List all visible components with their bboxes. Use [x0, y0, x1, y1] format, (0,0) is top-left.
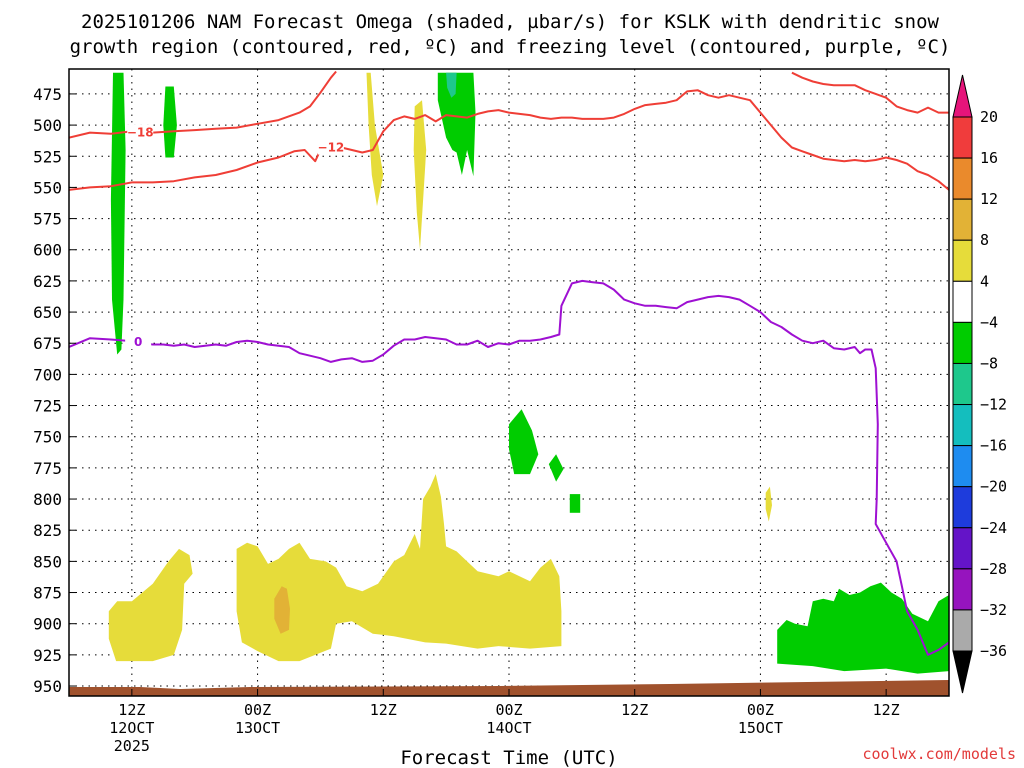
- colorbar-swatch: [952, 609, 973, 652]
- y-tick-label: 775: [33, 459, 62, 478]
- colorbar: 20 16 12 8 4 −4 −8 −12 −16 −20 −24 −28 −32 −36: [952, 74, 1007, 694]
- colorbar-swatch: [952, 486, 973, 529]
- y-tick-label: 850: [33, 552, 62, 571]
- y-tick-label: 725: [33, 397, 62, 416]
- contour-label: −18: [127, 126, 154, 140]
- colorbar-swatch: [952, 321, 973, 364]
- contour-label: −12: [318, 141, 345, 155]
- contour-label: 0: [134, 335, 142, 349]
- colorbar-swatch: [952, 280, 973, 323]
- y-tick-label: 950: [33, 677, 62, 696]
- isotherm-line: [69, 89, 949, 191]
- x-tick-label: 00Z: [244, 701, 271, 719]
- colorbar-label: 16: [980, 149, 998, 167]
- y-tick-label: 525: [33, 147, 62, 166]
- x-tick-label: 12Z: [118, 701, 145, 719]
- x-tick-label: 13OCT: [235, 719, 280, 737]
- omega-shading: [108, 72, 949, 674]
- omega-region: [366, 72, 384, 207]
- colorbar-label: −12: [980, 396, 1007, 414]
- omega-region: [569, 494, 581, 513]
- credit-text: coolwx.com/models: [862, 745, 1016, 763]
- omega-region: [110, 72, 126, 355]
- isotherm-line: [69, 70, 337, 139]
- colorbar-label: −28: [980, 560, 1007, 578]
- y-tick-label: 900: [33, 615, 62, 634]
- colorbar-label: −24: [980, 519, 1007, 537]
- x-tick-label: 15OCT: [738, 719, 783, 737]
- colorbar-label: −20: [980, 478, 1007, 496]
- omega-region: [446, 72, 457, 98]
- omega-region: [548, 454, 564, 482]
- colorbar-label: 4: [980, 272, 989, 290]
- colorbar-swatch: [952, 404, 973, 447]
- colorbar-label: 8: [980, 231, 989, 249]
- colorbar-swatch: [952, 445, 973, 488]
- x-tick-label: 12Z: [621, 701, 648, 719]
- colorbar-label: −32: [980, 601, 1007, 619]
- grid-lines: [69, 69, 949, 696]
- colorbar-bottom-arrow: [952, 650, 973, 694]
- x-tick-label: 00Z: [495, 701, 522, 719]
- x-axis-title: Forecast Time (UTC): [400, 747, 617, 768]
- colorbar-swatch: [952, 157, 973, 200]
- isotherm-line: [69, 279, 949, 656]
- colorbar-label: −4: [980, 313, 998, 331]
- omega-region: [509, 409, 539, 475]
- y-tick-label: 575: [33, 210, 62, 229]
- chart-title-line2: growth region (contoured, red, ºC) and f…: [70, 36, 951, 58]
- contour-label-bg: [127, 124, 154, 140]
- colorbar-swatch: [952, 362, 973, 406]
- y-tick-label: 650: [33, 303, 62, 322]
- omega-region: [236, 474, 562, 662]
- omega-region: [163, 86, 177, 158]
- y-tick-label: 925: [33, 646, 62, 665]
- omega-region: [274, 586, 290, 634]
- isotherm-contours: −18 −12 0: [69, 70, 949, 656]
- colorbar-swatch: [952, 568, 973, 611]
- colorbar-label: 20: [980, 108, 998, 126]
- colorbar-label: 12: [980, 190, 998, 208]
- colorbar-swatch: [952, 527, 973, 570]
- colorbar-label: −8: [980, 354, 998, 372]
- isotherm-line: [791, 71, 949, 114]
- y-tick-label: 750: [33, 428, 62, 447]
- y-tick-label: 500: [33, 116, 62, 135]
- colorbar-swatch: [952, 116, 973, 159]
- y-tick-label: 700: [33, 365, 62, 384]
- terrain-ground: [69, 680, 949, 696]
- omega-region: [413, 100, 427, 250]
- x-tick-label: 12OCT: [109, 719, 154, 737]
- y-tick-label: 800: [33, 490, 62, 509]
- x-tick-label: 00Z: [747, 701, 774, 719]
- colorbar-swatch: [952, 198, 973, 241]
- x-tick-label: 14OCT: [486, 719, 531, 737]
- colorbar-swatch: [952, 239, 973, 282]
- omega-region: [108, 548, 193, 662]
- y-tick-label: 875: [33, 584, 62, 603]
- y-tick-label: 825: [33, 521, 62, 540]
- y-tick-label: 600: [33, 241, 62, 260]
- y-tick-label: 475: [33, 85, 62, 104]
- x-tick-label: 2025: [114, 737, 150, 755]
- omega-region: [437, 72, 476, 177]
- y-tick-label: 625: [33, 272, 62, 291]
- contour-label-bg: [125, 333, 152, 349]
- omega-region: [765, 486, 772, 522]
- colorbar-top-arrow: [952, 74, 973, 118]
- y-tick-label: 675: [33, 334, 62, 353]
- chart-title-line1: 2025101206 NAM Forecast Omega (shaded, µ…: [81, 11, 939, 33]
- y-axis: 475 500 525 550 575 600 625 650 675 700 725 750 775 8…: [33, 85, 76, 696]
- x-tick-label: 12Z: [370, 701, 397, 719]
- colorbar-label: −36: [980, 642, 1007, 660]
- x-tick-label: 12Z: [873, 701, 900, 719]
- contour-label-bg: [317, 139, 344, 155]
- y-tick-label: 550: [33, 178, 62, 197]
- colorbar-label: −16: [980, 437, 1007, 455]
